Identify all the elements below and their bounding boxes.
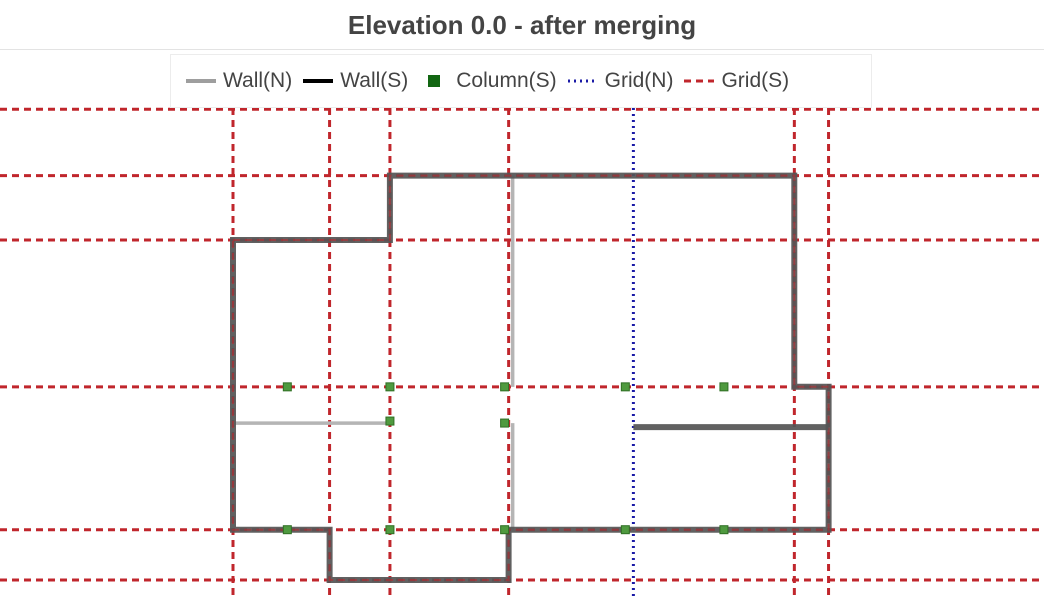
legend-label-grid-s: Grid(S): [721, 69, 790, 92]
legend-label-grid-n: Grid(N): [604, 69, 674, 92]
legend-column-s-square-icon: [428, 75, 441, 87]
column-marker-5: [385, 416, 395, 426]
legend-label-wall-s: Wall(S): [340, 69, 409, 92]
column-marker-4: [719, 382, 729, 392]
column-marker-6: [500, 418, 510, 428]
wall-s-outline-grid-overlay: [232, 174, 830, 581]
legend-wall-s-line-icon: [303, 79, 334, 83]
legend-item-grid-s[interactable]: Grid(S): [683, 69, 789, 93]
legend-item-grid-n[interactable]: Grid(N): [567, 69, 674, 93]
wall-s-layer: [230, 172, 832, 583]
column-marker-3: [620, 382, 630, 392]
column-marker-10: [620, 525, 630, 535]
title-divider: [0, 49, 1044, 50]
column-marker-11: [719, 525, 729, 535]
wall-n-layer: [233, 175, 515, 530]
column-marker-2: [500, 382, 510, 392]
legend-wall-n-line-icon: [186, 79, 216, 83]
wall-s-outline: [230, 172, 832, 583]
column-marker-9: [500, 525, 510, 535]
column-marker-8: [385, 525, 395, 535]
legend-item-wall-n[interactable]: Wall(N): [185, 69, 292, 93]
legend-grid-n-dotted-icon: [567, 79, 598, 83]
column-layer: [282, 382, 729, 535]
chart-title: Elevation 0.0 - after merging: [347, 10, 697, 40]
column-marker-7: [282, 525, 292, 535]
legend-item-column-s[interactable]: Column(S): [418, 69, 557, 93]
legend: Wall(N) Wall(S) Column(S) Grid(N) Grid(S…: [170, 54, 872, 108]
legend-column-square: [428, 75, 441, 87]
legend-item-wall-s[interactable]: Wall(S): [302, 69, 408, 93]
grid-s-layer: [0, 107, 1044, 600]
column-marker-0: [282, 382, 292, 392]
legend-label-column-s: Column(S): [456, 69, 557, 92]
legend-label-wall-n: Wall(N): [223, 69, 293, 92]
column-marker-1: [385, 382, 395, 392]
legend-grid-s-dashed-icon: [684, 79, 715, 83]
